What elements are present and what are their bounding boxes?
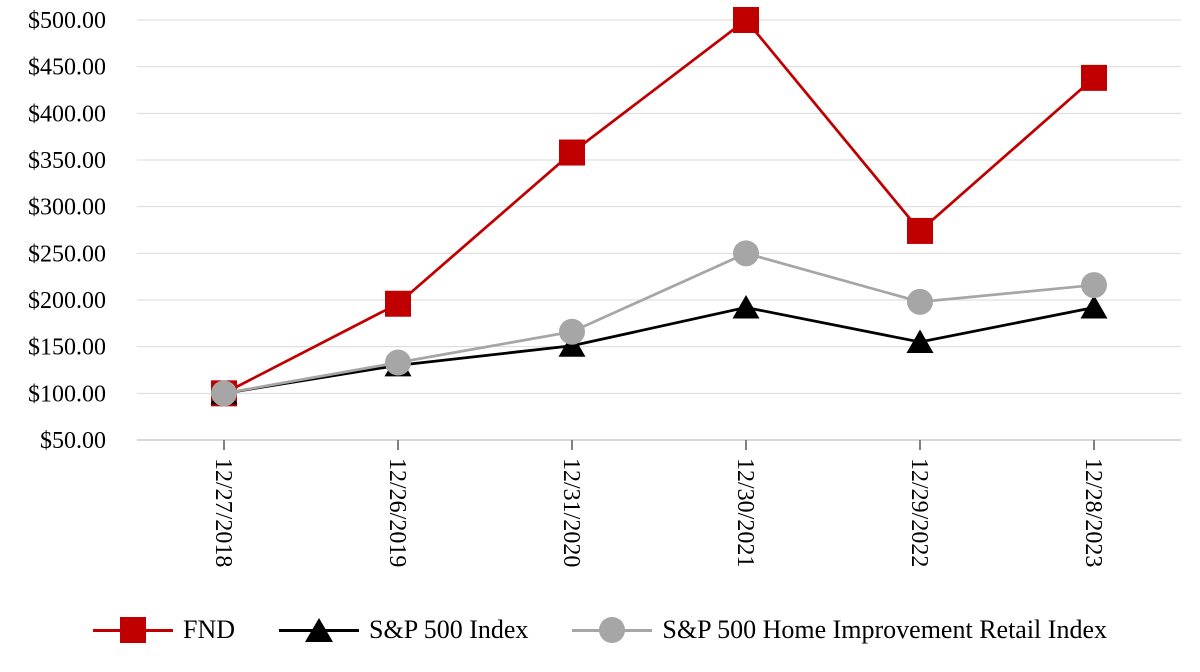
y-tick-label: $250.00: [28, 241, 106, 267]
square-marker-icon: [120, 617, 146, 643]
line-chart-canvas: $50.00 $100.00 $150.00 $200.00 $250.00 $300.0…: [28, 7, 1181, 567]
legend-key-2: [572, 615, 653, 645]
legend-label-0: FND: [183, 615, 236, 644]
legend-item-2: S&P 500 Home Improvement Retail Index: [572, 615, 1107, 645]
square-marker: [1081, 64, 1107, 91]
series-line: [223, 306, 1095, 395]
chart-legend: FND S&P 500 Index S&P 500 Home Improvement…: [0, 598, 1200, 662]
gridlines: [137, 19, 1181, 394]
series-1: [210, 294, 1108, 405]
x-axis: [137, 439, 1181, 450]
y-tick-label: $450.00: [28, 55, 106, 81]
circle-marker: [211, 380, 237, 407]
circle-marker: [1081, 272, 1107, 299]
y-tick-label: $500.00: [28, 8, 106, 34]
series-line: [223, 251, 1095, 395]
circle-marker-icon: [599, 617, 626, 643]
triangle-marker: [906, 329, 934, 353]
x-tick-label: 12/26/2019: [384, 458, 410, 567]
y-tick-label: $150.00: [28, 335, 106, 361]
y-tick-label: $100.00: [28, 381, 106, 407]
square-marker: [559, 139, 585, 166]
legend-label-1: S&P 500 Index: [369, 615, 529, 644]
legend-item-0: FND: [93, 615, 235, 645]
x-tick-label: 12/27/2018: [210, 458, 236, 567]
y-axis-labels: $50.00 $100.00 $150.00 $200.00 $250.00 $300.0…: [28, 8, 106, 454]
x-tick-label: 12/29/2022: [906, 458, 932, 567]
square-marker: [907, 217, 933, 244]
y-tick-label: $50.00: [40, 428, 106, 454]
y-tick-label: $400.00: [28, 101, 106, 127]
triangle-marker: [558, 333, 586, 357]
legend-key-0: [93, 615, 173, 645]
triangle-marker-icon: [305, 618, 334, 642]
circle-marker: [907, 288, 933, 315]
x-tick-label: 12/28/2023: [1080, 458, 1106, 567]
legend-item-1: S&P 500 Index: [279, 615, 528, 645]
x-tick-label: 12/30/2021: [732, 458, 758, 567]
series-line: [223, 18, 1095, 395]
circle-marker: [733, 240, 759, 267]
triangle-marker: [732, 294, 760, 319]
x-tick-label: 12/31/2020: [558, 458, 584, 567]
circle-marker: [559, 318, 585, 345]
y-tick-label: $350.00: [28, 148, 106, 174]
circle-marker: [385, 349, 411, 376]
legend-label-2: S&P 500 Home Improvement Retail Index: [662, 615, 1107, 644]
triangle-marker: [1080, 294, 1108, 319]
square-marker: [385, 290, 411, 317]
y-tick-label: $300.00: [28, 195, 106, 221]
x-axis-labels: 12/27/2018 12/26/2019 12/31/2020 12/30/2021…: [210, 458, 1106, 567]
square-marker: [733, 7, 759, 33]
y-tick-label: $200.00: [28, 288, 106, 314]
series-2: [211, 240, 1107, 407]
legend-key-1: [279, 615, 360, 645]
